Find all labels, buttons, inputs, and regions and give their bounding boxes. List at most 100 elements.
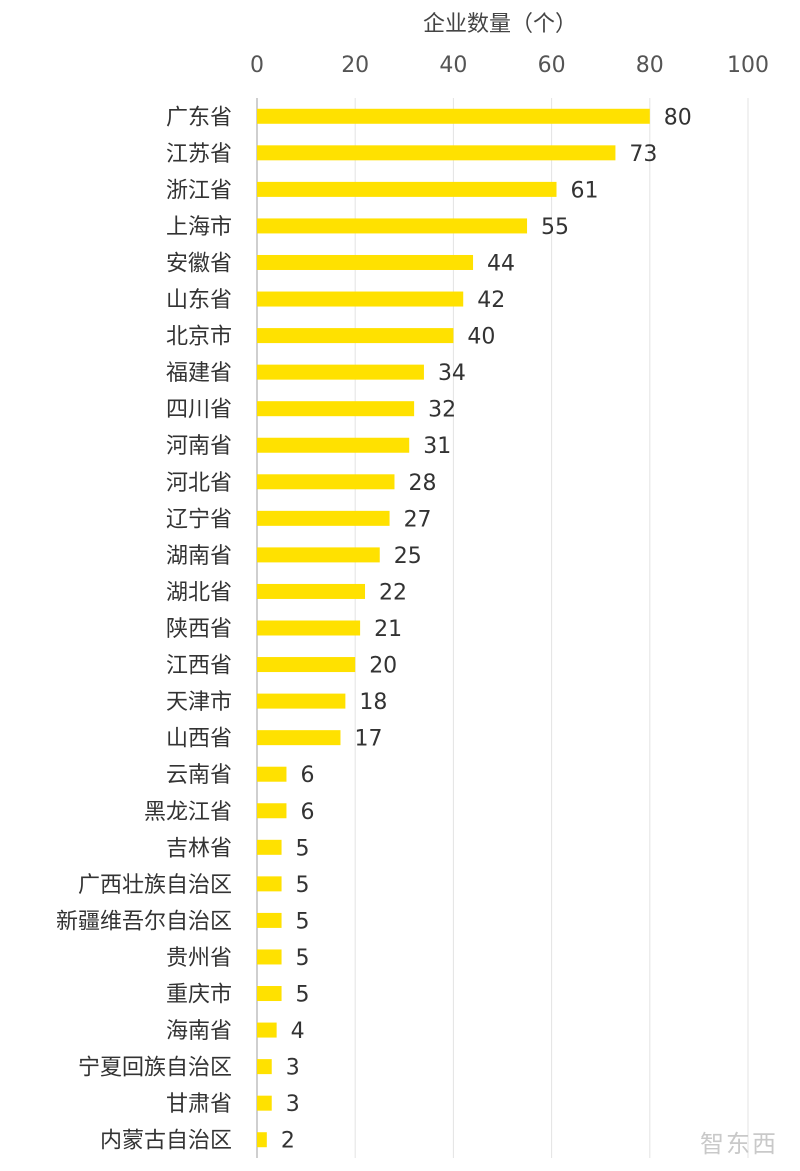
data-label: 22 [379, 580, 407, 605]
data-label: 20 [369, 654, 397, 679]
bar [257, 766, 287, 782]
bar [257, 218, 528, 234]
bar [257, 145, 616, 161]
bar [257, 693, 346, 709]
data-label: 17 [354, 727, 382, 752]
bar [257, 803, 287, 819]
x-axis-title: 企业数量（个） [422, 12, 577, 37]
bar [257, 620, 361, 636]
category-label: 江苏省 [166, 142, 232, 167]
data-label: 2 [281, 1129, 295, 1154]
category-label: 山东省 [166, 288, 232, 313]
category-label: 甘肃省 [166, 1092, 232, 1117]
category-label: 天津市 [166, 690, 232, 715]
bar [257, 657, 356, 673]
category-label: 贵州省 [166, 946, 232, 971]
category-label: 宁夏回族自治区 [78, 1056, 232, 1081]
category-label: 江西省 [166, 654, 232, 679]
category-label: 河南省 [166, 434, 232, 459]
category-label: 海南省 [166, 1019, 232, 1044]
bar [257, 839, 282, 855]
data-label: 25 [394, 544, 422, 569]
data-label: 44 [487, 251, 515, 276]
bar [257, 986, 282, 1002]
x-tick-label: 20 [341, 53, 369, 78]
bar [257, 1132, 267, 1148]
bar [257, 876, 282, 892]
bar [257, 1059, 272, 1075]
data-label: 27 [404, 507, 432, 532]
category-labels: 广东省江苏省浙江省上海市安徽省山东省北京市福建省四川省河南省河北省辽宁省湖南省湖… [56, 105, 232, 1153]
category-label: 四川省 [166, 398, 232, 423]
category-label: 山西省 [166, 727, 232, 752]
data-label: 5 [296, 836, 310, 861]
bar [257, 474, 395, 490]
category-label: 陕西省 [166, 617, 232, 642]
data-label: 4 [291, 1019, 305, 1044]
bar [257, 730, 341, 746]
x-tick-label: 100 [727, 53, 769, 78]
category-label: 重庆市 [166, 983, 232, 1008]
data-label: 40 [467, 325, 495, 350]
bar [257, 181, 557, 197]
data-label: 55 [541, 215, 569, 240]
bar [257, 254, 474, 270]
bar [257, 912, 282, 928]
category-label: 辽宁省 [166, 507, 232, 532]
data-label: 18 [359, 690, 387, 715]
category-label: 内蒙古自治区 [100, 1129, 232, 1154]
bar [257, 510, 390, 526]
data-label: 5 [296, 873, 310, 898]
category-label: 云南省 [166, 763, 232, 788]
bar [257, 108, 650, 124]
data-label: 6 [300, 763, 314, 788]
x-tick-labels: 0 20 40 60 80 100 [250, 53, 769, 78]
x-tick-label: 40 [439, 53, 467, 78]
category-label: 浙江省 [166, 178, 232, 203]
data-label: 5 [296, 983, 310, 1008]
bar [257, 328, 454, 344]
data-label: 28 [408, 471, 436, 496]
watermark-logo: 智东西 [700, 1130, 778, 1158]
data-label: 73 [629, 142, 657, 167]
data-label: 61 [571, 178, 599, 203]
data-label: 31 [423, 434, 451, 459]
data-label: 5 [296, 946, 310, 971]
data-labels: 8073615544424034323128272522212018176655… [281, 105, 692, 1153]
category-label: 湖南省 [166, 544, 232, 569]
bars [257, 108, 650, 1148]
x-tick-label: 80 [636, 53, 664, 78]
bar [257, 401, 415, 417]
data-label: 3 [286, 1056, 300, 1081]
bar [257, 547, 380, 563]
x-tick-label: 60 [538, 53, 566, 78]
data-label: 3 [286, 1092, 300, 1117]
bar [257, 291, 464, 307]
x-tick-label: 0 [250, 53, 264, 78]
category-label: 新疆维吾尔自治区 [56, 909, 232, 934]
bar [257, 1022, 277, 1038]
bar [257, 437, 410, 453]
category-label: 黑龙江省 [144, 800, 232, 825]
data-label: 32 [428, 398, 456, 423]
category-label: 安徽省 [166, 251, 232, 276]
category-label: 广西壮族自治区 [78, 873, 232, 898]
data-label: 6 [300, 800, 314, 825]
data-label: 80 [664, 105, 692, 130]
category-label: 河北省 [166, 471, 232, 496]
data-label: 5 [296, 909, 310, 934]
category-label: 上海市 [166, 215, 232, 240]
data-label: 21 [374, 617, 402, 642]
category-label: 湖北省 [166, 580, 232, 605]
category-label: 北京市 [166, 325, 232, 350]
bar [257, 583, 366, 599]
data-label: 34 [438, 361, 466, 386]
category-label: 广东省 [166, 105, 232, 130]
data-label: 42 [477, 288, 505, 313]
category-label: 吉林省 [166, 836, 232, 861]
bar [257, 949, 282, 965]
bar [257, 1095, 272, 1111]
category-label: 福建省 [166, 361, 232, 386]
bar [257, 364, 424, 380]
